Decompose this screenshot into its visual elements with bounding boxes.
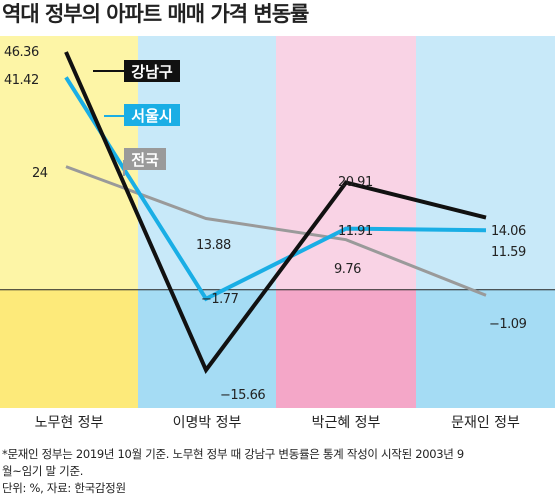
legend-swatch: [124, 60, 180, 82]
category-label: 노무현 정부: [35, 415, 104, 431]
chart-title: 역대 정부의 아파트 매매 가격 변동률: [2, 2, 309, 26]
value-label: 46.36: [4, 45, 39, 60]
legend-label: 전국: [131, 151, 159, 169]
footnote-line-2: 월~임기 말 기준.: [2, 464, 84, 478]
category-label: 박근혜 정부: [312, 415, 381, 431]
category-labels: 노무현 정부 이명박 정부 박근혜 정부 문재인 정부: [35, 415, 520, 431]
legend-swatch: [124, 104, 180, 126]
value-label: 24: [32, 166, 48, 181]
category-label: 문재인 정부: [451, 415, 520, 431]
value-label: −1.77: [201, 292, 239, 307]
value-label: −15.66: [220, 388, 265, 403]
legend-item-2: 서울시: [104, 104, 180, 126]
footnote-line-1: *문재인 정부는 2019년 10월 기준. 노무현 정부 때 강남구 변동률은…: [2, 447, 464, 461]
band-upper-4: [416, 36, 555, 290]
category-label: 이명박 정부: [173, 415, 242, 431]
band-lower-4: [416, 289, 555, 408]
value-label: 9.76: [334, 262, 361, 277]
legend-label: 서울시: [131, 107, 172, 125]
footnote: *문재인 정부는 2019년 10월 기준. 노무현 정부 때 강남구 변동률은…: [2, 446, 553, 497]
series-line-1: [64, 51, 487, 374]
legend-item-3: 전국: [123, 148, 166, 176]
value-label: 14.06: [491, 224, 526, 239]
footnote-line-3: 단위: %, 자료: 한국감정원: [2, 481, 126, 495]
band-lower-3: [276, 289, 416, 408]
value-labels: 46.36 −15.66 20.91 14.06 41.42 −1.77 11.91 11.5…: [4, 45, 527, 403]
series-lines: [64, 51, 487, 374]
series-line-3: [65, 165, 487, 297]
band-lower-1: [0, 289, 138, 408]
value-label: 11.91: [338, 224, 373, 239]
series-line-2: [64, 76, 487, 302]
value-label: −1.09: [489, 317, 527, 332]
value-label: 20.91: [338, 175, 373, 190]
value-label: 13.88: [196, 238, 231, 253]
value-label: 41.42: [4, 73, 39, 88]
legend-swatch: [124, 148, 166, 170]
legend-label: 강남구: [131, 63, 173, 81]
legend-item-1: 강남구: [93, 60, 180, 82]
value-label: 11.59: [491, 245, 526, 260]
